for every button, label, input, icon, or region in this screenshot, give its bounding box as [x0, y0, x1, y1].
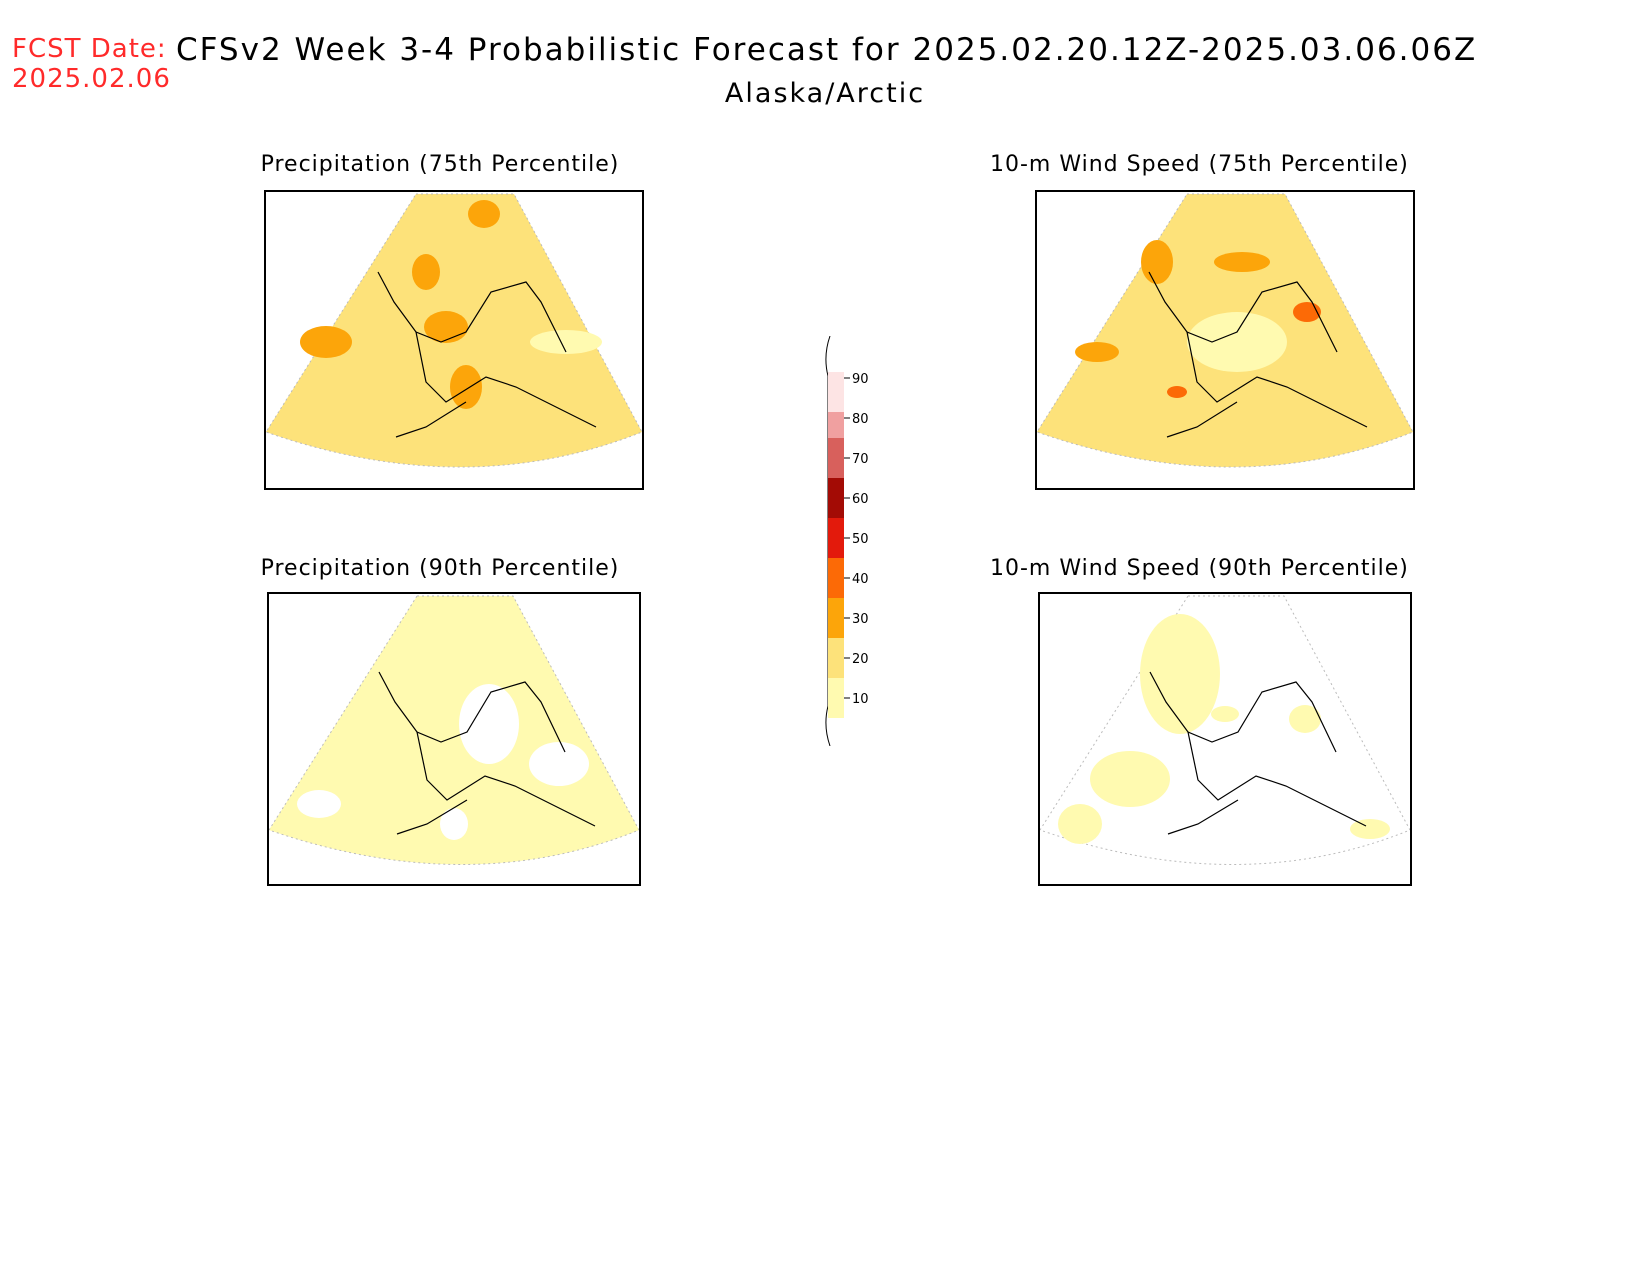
colorbar-label: 70: [852, 452, 869, 467]
probability-contour: [1350, 819, 1390, 839]
region-subtitle: Alaska/Arctic: [724, 78, 926, 109]
fcst-date-label: FCST Date:: [12, 34, 167, 64]
alaska-coastline: [378, 671, 596, 835]
probability-contour: [1058, 804, 1102, 844]
probability-contour: [1211, 706, 1239, 722]
probability-contour: [450, 365, 482, 409]
colorbar: 10 20 30 40 50 60 70 80 90: [825, 336, 869, 746]
map-panel-wind-90: [1038, 592, 1412, 886]
alaska-coastline: [377, 271, 597, 438]
probability-contour: [297, 790, 341, 818]
colorbar-cell: [828, 478, 844, 518]
map-panel-precip-90: [267, 592, 641, 886]
colorbar-cell: [828, 638, 844, 678]
panel-title-wind-90: 10-m Wind Speed (90th Percentile): [990, 556, 1409, 581]
map-precip-75: [266, 193, 642, 468]
probability-contour: [300, 326, 352, 358]
panel-title-wind-75: 10-m Wind Speed (75th Percentile): [990, 152, 1409, 177]
fcst-date-value: 2025.02.06: [12, 64, 171, 94]
map-wind-75: [1037, 193, 1413, 468]
probability-contour: [530, 330, 602, 354]
colorbar-label: 30: [852, 612, 869, 627]
probability-contour: [1075, 342, 1119, 362]
probability-contour: [1141, 240, 1173, 284]
probability-contour: [412, 254, 440, 290]
forecast-date-block: FCST Date: 2025.02.06: [12, 34, 171, 94]
colorbar-label: 90: [852, 372, 869, 387]
map-panel-precip-75: [264, 190, 644, 490]
colorbar-label: 60: [852, 492, 869, 507]
colorbar-cell: [828, 558, 844, 598]
panel-title-precip-90: Precipitation (90th Percentile): [260, 556, 620, 581]
forecast-area-precip-90: [269, 595, 639, 865]
alaska-coastline: [1148, 271, 1368, 438]
colorbar-label: 20: [852, 652, 869, 667]
probability-contour: [1289, 705, 1321, 733]
colorbar-cell: [828, 438, 844, 478]
probability-contour: [1090, 751, 1170, 807]
colorbar-label: 10: [852, 692, 869, 707]
probability-contour: [529, 742, 589, 786]
probability-contour: [1187, 312, 1287, 372]
map-panel-wind-75: [1035, 190, 1415, 490]
page-title: CFSv2 Week 3-4 Probabilistic Forecast fo…: [176, 32, 1478, 68]
map-precip-90: [269, 595, 639, 865]
map-wind-90: [1040, 595, 1410, 865]
probability-contour: [1167, 386, 1187, 398]
probability-contour: [1214, 252, 1270, 272]
colorbar-cell: [828, 518, 844, 558]
colorbar-cell: [828, 598, 844, 638]
colorbar-cell: [828, 372, 844, 412]
probability-contour: [459, 684, 519, 764]
panel-title-precip-75: Precipitation (75th Percentile): [260, 152, 620, 177]
colorbar-label: 50: [852, 532, 869, 547]
colorbar-label: 80: [852, 412, 869, 427]
colorbar-cell: [828, 678, 844, 718]
alaska-coastline: [1149, 671, 1367, 835]
probability-contour: [468, 200, 500, 228]
probability-contour: [440, 808, 468, 840]
probability-contour: [1140, 614, 1220, 734]
colorbar-label: 40: [852, 572, 869, 587]
